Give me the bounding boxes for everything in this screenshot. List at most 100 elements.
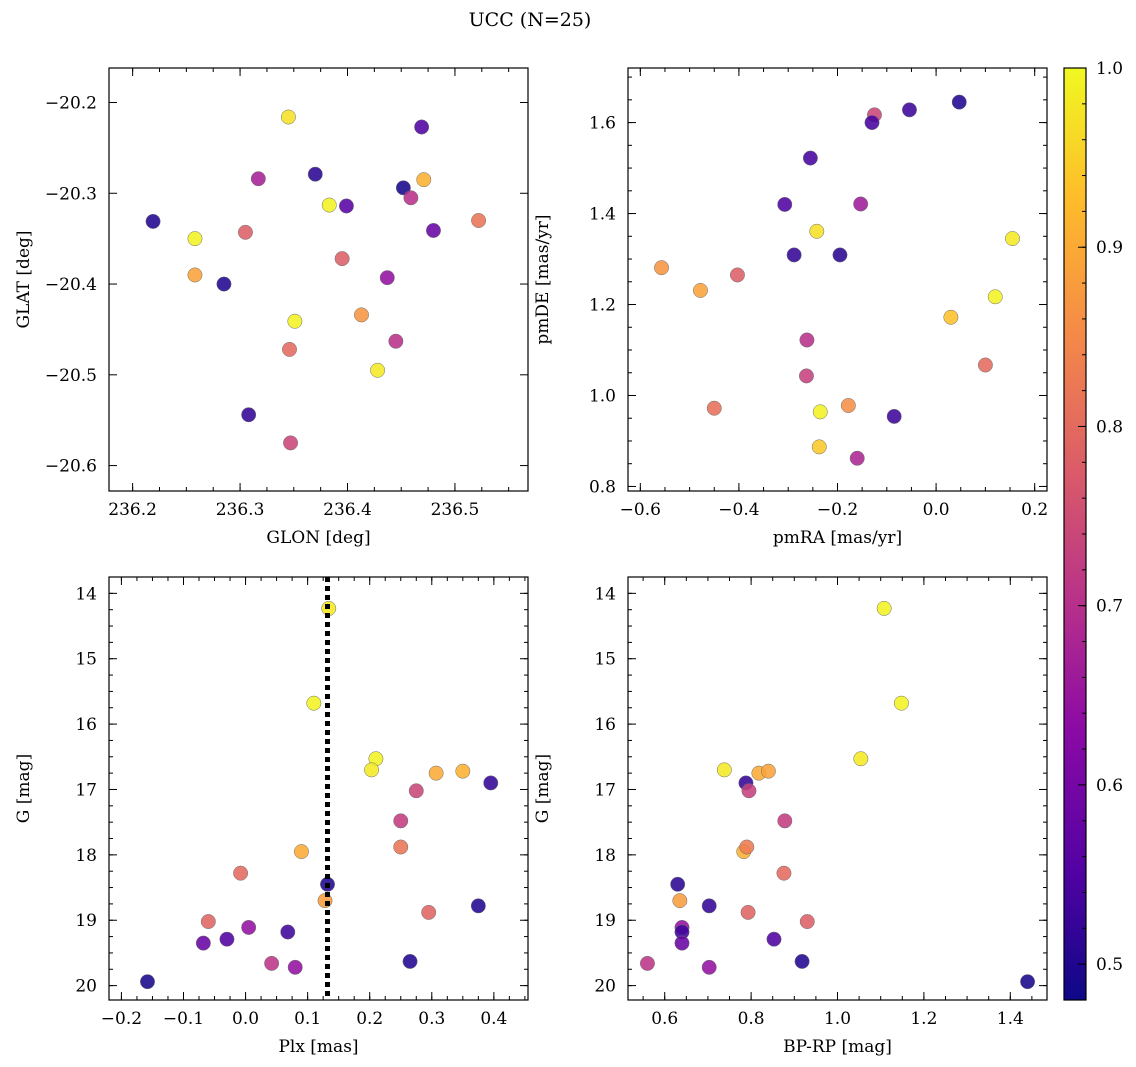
scatter-point [766,931,782,947]
y-axis-label: G [mag] [14,754,34,823]
x-tick-label: 0.0 [923,500,950,520]
scatter-point [987,289,1003,305]
scatter-point [886,408,902,424]
colorbar-gradient [1064,68,1086,1000]
x-tick-label: 0.4 [480,1009,507,1029]
scatter-point [395,180,411,196]
y-tick-label: 17 [75,780,97,800]
scatter-point [416,172,432,188]
x-tick-label: 1.0 [824,1009,851,1029]
y-axis-label: GLAT [deg] [14,230,34,328]
x-axis-label: BP-RP [mag] [783,1037,892,1057]
x-tick-label: 1.2 [910,1009,937,1029]
scatter-point [951,94,967,110]
axes-frame [108,67,529,492]
scatter-points [639,600,1036,990]
scatter-point [716,762,732,778]
scatter-point [428,765,444,781]
scatter-point [195,935,211,951]
scatter-point [287,313,303,329]
scatter-point [354,307,369,323]
scatter-point [338,198,354,214]
y-tick-label: 1.4 [589,205,616,225]
scatter-point [264,955,280,971]
scatter-point [364,762,380,778]
y-tick-label: −20.6 [45,457,97,477]
scatter-point [853,196,869,212]
scatter-point [280,924,296,940]
x-axis-label: pmRA [mas/yr] [773,528,902,548]
scatter-point [306,695,322,711]
scatter-point [216,276,232,292]
scatter-point [241,407,257,423]
scatter-point [799,914,815,929]
x-axis-label: Plx [mas] [278,1037,358,1057]
colorbar-tick-label: 0.5 [1096,955,1123,975]
y-tick-label: 14 [75,584,97,604]
scatter-point [187,231,203,247]
y-tick-label: 14 [594,584,616,604]
x-tick-label: −0.2 [101,1009,142,1029]
colorbar-frame [1063,67,1087,1001]
y-tick-label: 16 [594,715,616,735]
scatter-point [786,247,802,263]
x-tick-label: 0.1 [294,1009,321,1029]
x-tick-label: −0.6 [620,500,661,520]
y-tick-label: 20 [75,977,97,997]
scatter-point [876,600,892,616]
scatter-point [334,251,350,267]
y-tick-label: 15 [594,650,616,670]
ticks [628,576,1047,1000]
y-tick-label: 18 [75,846,97,866]
y-tick-label: 1.0 [589,386,616,406]
ticks [109,68,528,491]
x-tick-label: −0.1 [163,1009,204,1029]
scatter-point [802,150,818,166]
scatter-point [777,813,793,829]
x-tick-label: 0.2 [356,1009,383,1029]
scatter-point [853,751,869,767]
scatter-point [739,839,755,855]
panel-bprp-g: 0.6 0.8 1.0 1.2 1.4 14 15 16 17 18 19 20 BP-RP [mag]… [533,576,1048,1057]
scatter-point [864,115,880,131]
y-tick-label: −20.2 [45,93,97,113]
y-tick-label: 15 [75,650,97,670]
scatter-point [393,839,409,855]
scatter-point [639,955,655,971]
scatter-point [426,223,441,238]
scatter-point [760,763,776,779]
x-tick-label: 0.6 [651,1009,678,1029]
scatter-point [187,267,203,283]
y-tick-label: 1.6 [589,114,616,134]
x-tick-label: 236.3 [216,500,265,520]
scatter-point [799,332,815,348]
y-tick-label: 20 [594,977,616,997]
scatter-point [1005,231,1020,247]
scatter-point [893,695,909,711]
scatter-point [977,357,993,373]
colorbar-tick-label: 0.9 [1096,238,1123,258]
colorbar-tick-label: 0.7 [1096,597,1123,617]
scatter-point [670,876,686,892]
x-tick-label: 236.5 [431,500,480,520]
axes-frame [108,576,529,1001]
figure-title: UCC (N=25) [469,9,592,31]
scatter-point [776,865,792,881]
x-tick-label: −0.2 [817,500,858,520]
scatter-point [200,914,216,929]
scatter-point [832,247,848,263]
scatter-point [672,893,688,909]
scatter-point [706,400,722,416]
scatter-point [812,404,828,420]
scatter-point [840,398,856,413]
scatter-points [654,94,1020,466]
x-tick-label: 0.3 [418,1009,445,1029]
y-tick-label: 19 [594,911,616,931]
scatter-point [471,213,487,228]
x-tick-label: 236.2 [108,500,157,520]
scatter-point [283,435,299,451]
scatter-point [421,904,437,920]
y-axis-label: G [mag] [533,754,553,823]
scatter-point [293,844,309,860]
